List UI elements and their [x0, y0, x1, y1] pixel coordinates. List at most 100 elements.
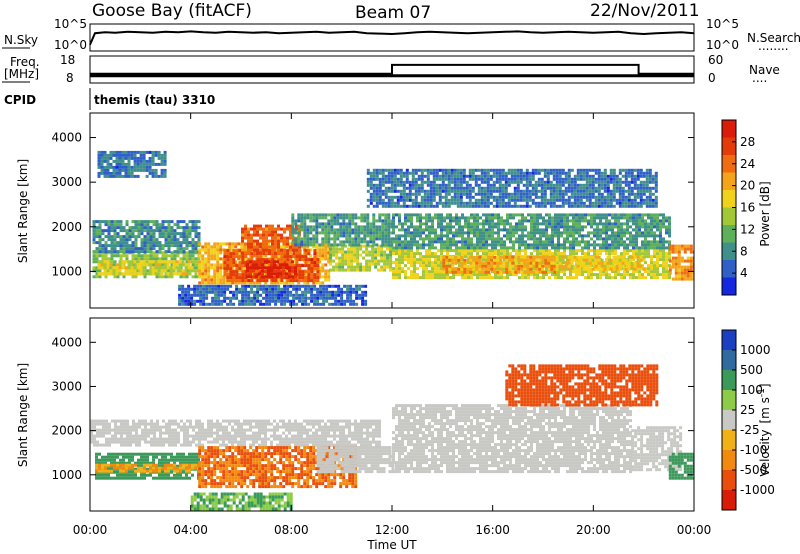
heat-cell — [650, 225, 653, 229]
heat-cell — [318, 251, 322, 255]
heat-cell — [602, 243, 605, 247]
heat-cell — [380, 256, 384, 260]
heat-cell — [119, 229, 123, 233]
heat-cell — [390, 243, 394, 247]
heat-cell — [464, 237, 467, 241]
heat-cell — [413, 237, 416, 241]
heat-cell — [623, 249, 626, 253]
heat-cell — [312, 216, 316, 220]
heat-cell — [291, 260, 294, 264]
heat-cell — [429, 189, 433, 193]
heat-cell — [262, 227, 265, 231]
heat-cell — [250, 236, 253, 240]
heat-cell — [133, 260, 137, 264]
heat-cell — [596, 222, 599, 226]
heat-cell — [333, 243, 337, 247]
heat-cell — [292, 245, 295, 249]
heat-cell — [386, 247, 390, 251]
heat-cell — [582, 264, 586, 268]
heat-cell — [173, 232, 177, 236]
heat-cell — [518, 234, 521, 238]
heat-cell — [309, 240, 313, 244]
heat-cell — [480, 198, 484, 202]
heat-cell — [441, 183, 445, 187]
heat-cell — [103, 272, 107, 276]
heat-cell — [544, 261, 548, 265]
heat-cell — [638, 228, 641, 232]
heat-cell — [216, 275, 220, 279]
heat-cell — [116, 232, 120, 236]
heat-cell — [431, 240, 434, 244]
heat-cell — [163, 150, 167, 154]
heat-cell — [461, 228, 464, 232]
heat-cell — [188, 220, 192, 224]
heat-cell — [503, 267, 506, 271]
heat-cell — [653, 246, 656, 250]
heat-cell — [154, 260, 158, 264]
heat-cell — [356, 250, 360, 254]
heat-cell — [146, 235, 150, 239]
heat-cell — [456, 168, 460, 172]
heat-cell — [318, 266, 322, 270]
heat-cell — [471, 177, 475, 181]
heat-cell — [674, 268, 678, 272]
heat-cell — [381, 237, 385, 241]
heat-cell — [243, 245, 247, 249]
heat-cell — [442, 255, 446, 259]
heat-cell — [201, 275, 205, 279]
nsky-series-line — [89, 30, 695, 46]
heat-cell — [277, 251, 280, 255]
heat-cell — [167, 254, 171, 258]
heat-cell — [485, 240, 488, 244]
heat-cell — [440, 240, 443, 244]
heat-cell — [609, 264, 613, 268]
heat-cell — [420, 180, 424, 184]
heat-cell — [274, 255, 278, 259]
heat-cell — [635, 225, 638, 229]
heat-cell — [134, 275, 138, 279]
heat-cell — [521, 240, 524, 244]
heat-cell — [247, 230, 250, 234]
heat-cell — [593, 228, 596, 232]
heat-cell — [304, 255, 308, 259]
heat-cell — [492, 168, 496, 172]
heat-cell — [357, 240, 361, 244]
heat-cell — [404, 228, 407, 232]
heat-cell — [392, 216, 395, 220]
heat-cell — [321, 240, 325, 244]
heat-cell — [274, 227, 277, 231]
heat-cell — [244, 233, 247, 237]
heat-cell — [450, 189, 454, 193]
heat-cell — [444, 177, 448, 181]
heat-cell — [119, 257, 123, 261]
heat-cell — [618, 261, 622, 265]
heat-cell — [363, 234, 367, 238]
heat-cell — [489, 177, 493, 181]
heat-cell — [644, 213, 647, 217]
heat-cell — [419, 219, 422, 223]
heat-cell — [459, 180, 463, 184]
heat-cell — [455, 234, 458, 238]
heat-cell — [467, 276, 470, 280]
heat-cell — [477, 192, 481, 196]
heat-cell — [635, 231, 638, 235]
heat-cell — [268, 233, 271, 237]
heat-cell — [476, 249, 479, 253]
heat-cell — [286, 261, 290, 265]
heat-cell — [626, 270, 629, 274]
heat-cell — [347, 256, 351, 260]
heat-cell — [602, 249, 605, 253]
heat-cell — [500, 219, 503, 223]
heat-cell — [632, 252, 635, 256]
heat-cell — [447, 171, 451, 175]
heat-cell — [341, 259, 345, 263]
heat-cell — [223, 261, 227, 265]
heat-cell — [244, 261, 248, 265]
heat-cell — [384, 240, 388, 244]
heat-cell — [255, 260, 258, 264]
heat-cell — [524, 273, 527, 277]
heat-cell — [289, 233, 292, 237]
heat-cell — [554, 273, 557, 277]
heat-cell — [491, 243, 494, 247]
heat-cell — [461, 249, 464, 253]
